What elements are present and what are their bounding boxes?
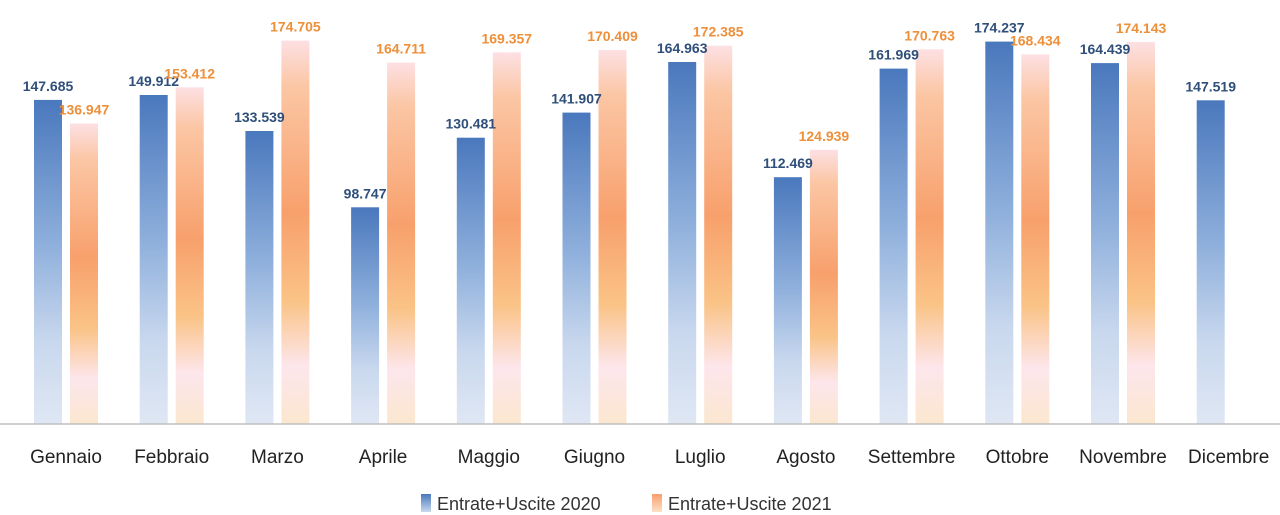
bar-2021-giugno xyxy=(598,50,627,424)
value-label-2020-ottobre: 174.237 xyxy=(974,20,1025,36)
bar-2020-giugno xyxy=(562,112,591,424)
value-label-2020-aprile: 98.747 xyxy=(344,185,387,201)
bar-2021-settembre xyxy=(915,49,944,425)
bar-2020-maggio xyxy=(456,137,485,424)
bar-2021-agosto xyxy=(809,149,838,425)
value-label-2020-giugno: 141.907 xyxy=(551,91,602,107)
legend-swatch-2020 xyxy=(421,494,431,512)
value-label-2021-aprile: 164.711 xyxy=(376,41,426,57)
value-label-2020-febbraio: 149.912 xyxy=(128,73,179,89)
value-label-2020-novembre: 164.439 xyxy=(1080,41,1131,57)
bar-2021-maggio xyxy=(492,52,521,425)
value-label-2021-novembre: 174.143 xyxy=(1116,20,1167,36)
legend: Entrate+Uscite 2020 Entrate+Uscite 2021 xyxy=(421,494,832,514)
value-label-2021-agosto: 124.939 xyxy=(799,128,850,144)
x-tick-label-febbraio: Febbraio xyxy=(134,447,209,468)
value-label-2020-settembre: 161.969 xyxy=(868,47,919,63)
bar-2021-luglio xyxy=(704,45,733,424)
bar-2020-novembre xyxy=(1091,63,1119,424)
value-label-2020-luglio: 164.963 xyxy=(657,40,708,56)
legend-label-2021: Entrate+Uscite 2021 xyxy=(668,494,832,514)
x-tick-label-aprile: Aprile xyxy=(359,447,408,468)
value-label-2020-dicembre: 147.519 xyxy=(1185,78,1236,94)
value-label-2021-gennaio: 136.947 xyxy=(59,102,110,118)
x-tick-label-luglio: Luglio xyxy=(675,447,726,468)
value-label-2021-febbraio: 153.412 xyxy=(164,65,215,81)
legend-label-2020: Entrate+Uscite 2020 xyxy=(437,494,601,514)
bar-2020-luglio xyxy=(668,62,697,424)
bar-2020-settembre xyxy=(879,68,908,424)
bar-2020-marzo xyxy=(245,131,274,424)
bar-2021-novembre xyxy=(1127,41,1155,425)
category-labels-group: Gennaio Febbraio Marzo Aprile Maggio Giugno Lu… xyxy=(30,447,1269,468)
x-tick-label-agosto: Agosto xyxy=(776,447,835,468)
bar-2020-agosto xyxy=(773,177,802,424)
value-label-2021-luglio: 172.385 xyxy=(693,24,744,40)
legend-swatch-2021 xyxy=(652,494,662,512)
value-label-2021-marzo: 174.705 xyxy=(270,19,321,35)
value-label-2021-settembre: 170.763 xyxy=(904,27,955,43)
x-tick-label-ottobre: Ottobre xyxy=(986,447,1049,468)
bar-2021-febbraio xyxy=(175,87,204,425)
bar-2020-ottobre xyxy=(985,41,1014,424)
value-label-2020-gennaio: 147.685 xyxy=(23,78,74,94)
bar-2020-gennaio xyxy=(34,99,62,425)
bar-2021-gennaio xyxy=(70,123,98,424)
value-label-2021-ottobre: 168.434 xyxy=(1010,32,1061,48)
bar-2020-dicembre xyxy=(1196,100,1225,425)
value-label-2021-giugno: 170.409 xyxy=(587,28,638,44)
x-tick-label-gennaio: Gennaio xyxy=(30,447,102,468)
bar-2020-aprile xyxy=(351,207,380,424)
x-tick-label-giugno: Giugno xyxy=(564,447,625,468)
value-label-2020-agosto: 112.469 xyxy=(763,155,813,171)
bars-group xyxy=(34,40,1225,425)
x-tick-label-dicembre: Dicembre xyxy=(1188,447,1269,468)
x-tick-label-settembre: Settembre xyxy=(868,447,956,468)
bar-2021-aprile xyxy=(387,62,416,424)
bar-2021-ottobre xyxy=(1021,54,1050,425)
x-tick-label-maggio: Maggio xyxy=(458,447,520,468)
bar-2021-marzo xyxy=(281,40,310,424)
value-label-2020-marzo: 133.539 xyxy=(234,109,285,125)
bar-2020-febbraio xyxy=(139,95,168,424)
x-tick-label-marzo: Marzo xyxy=(251,447,304,468)
x-tick-label-novembre: Novembre xyxy=(1079,447,1167,468)
value-label-2020-maggio: 130.481 xyxy=(445,116,496,132)
value-label-2021-maggio: 169.357 xyxy=(481,30,532,46)
